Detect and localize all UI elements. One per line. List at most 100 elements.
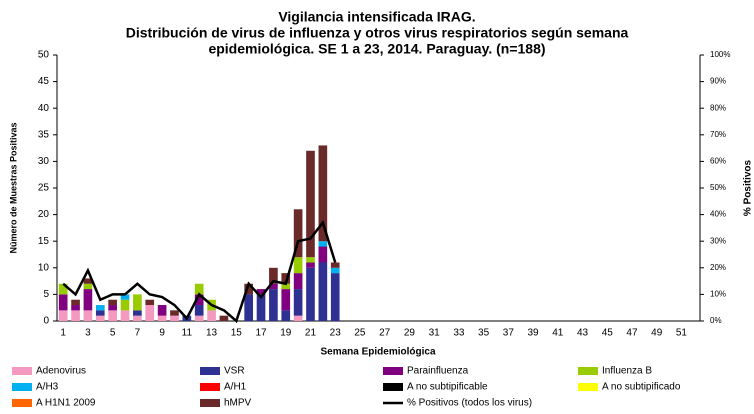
x-tick-label: 13 — [206, 328, 218, 339]
x-tick-label: 17 — [255, 328, 267, 339]
legend-swatch — [12, 367, 32, 375]
legend-swatch — [578, 383, 598, 391]
x-tick-label: 1 — [60, 328, 66, 339]
legend-label: A no subtipificado — [602, 382, 681, 393]
legend-label: Influenza B — [602, 366, 652, 377]
y-axis-title: Número de Muestras Positivas — [8, 122, 18, 253]
bar-segment — [318, 246, 328, 263]
bar-segment — [318, 262, 328, 321]
legend-swatch — [383, 367, 403, 375]
bar-segment — [330, 262, 340, 268]
bar-segment — [256, 294, 266, 321]
x-tick-label: 47 — [626, 328, 638, 339]
y2-tick-label: 20% — [710, 263, 726, 272]
bar-segment — [170, 310, 179, 316]
y-tick-label: 50 — [38, 50, 50, 61]
y-tick-label: 30 — [38, 156, 50, 167]
y-tick-label: 35 — [38, 129, 50, 140]
bar-segment — [306, 267, 315, 321]
chart-title: Vigilancia intensificada IRAG. — [278, 9, 475, 25]
legend-swatch — [12, 383, 32, 391]
bar-segment — [71, 299, 80, 306]
bar-segment — [83, 278, 93, 284]
x-tick-label: 27 — [379, 328, 391, 339]
bar-segment — [219, 315, 229, 321]
bar-segment — [194, 294, 204, 306]
bar-segment — [71, 310, 80, 321]
bar-segment — [58, 283, 68, 295]
bar-segment — [58, 294, 68, 311]
bar-segment — [330, 267, 340, 274]
bar-segment — [256, 289, 266, 295]
chart-title: epidemiológica. SE 1 a 23, 2014. Paragua… — [208, 41, 545, 57]
bar-segment — [244, 294, 253, 321]
bar-segment — [281, 283, 291, 290]
bar-segment — [170, 315, 179, 321]
x-tick-label: 7 — [135, 328, 141, 339]
legend-label: Parainfluenza — [407, 366, 469, 377]
x-tick-label: 51 — [676, 328, 688, 339]
x-tick-label: 15 — [231, 328, 243, 339]
bar-segment — [293, 315, 303, 321]
bar-segment — [108, 305, 117, 311]
chart-title: Distribución de virus de influenza y otr… — [126, 25, 629, 41]
bar-segment — [318, 145, 328, 242]
y2-tick-label: 10% — [710, 290, 726, 299]
y2-tick-label: 50% — [710, 183, 726, 192]
legend-label: % Positivos (todos los virus) — [407, 398, 532, 409]
x-tick-label: 43 — [577, 328, 589, 339]
legend-label: VSR — [224, 366, 245, 377]
bar-segment — [318, 241, 328, 247]
legend-label: A H1N1 2009 — [36, 398, 96, 409]
x-tick-label: 21 — [305, 328, 317, 339]
x-tick-label: 31 — [429, 328, 441, 339]
bar-segment — [133, 310, 142, 316]
bar-segment — [244, 283, 253, 295]
x-tick-label: 29 — [404, 328, 416, 339]
bar-segment — [157, 305, 167, 316]
y-tick-label: 0 — [43, 316, 49, 327]
line-series — [62, 219, 337, 324]
x-tick-label: 49 — [651, 328, 663, 339]
bar-segment — [293, 273, 303, 290]
bar-segment — [207, 310, 216, 321]
x-tick-label: 3 — [85, 328, 91, 339]
legend-label: hMPV — [224, 398, 252, 409]
bar-segment — [269, 267, 278, 284]
x-axis-title: Semana Epidemiológica — [320, 347, 435, 358]
bar-segment — [293, 209, 303, 258]
bar-segment — [330, 273, 340, 321]
bar-segment — [133, 294, 142, 311]
y2-tick-label: 30% — [710, 236, 726, 245]
bar-segment — [95, 305, 105, 311]
bar-segment — [95, 310, 105, 316]
y-tick-label: 20 — [38, 209, 50, 220]
x-tick-label: 25 — [354, 328, 366, 339]
x-tick-label: 33 — [453, 328, 465, 339]
y2-axis-title: % Positivos — [743, 160, 754, 217]
bar-segment — [293, 257, 303, 274]
y2-tick-label: 90% — [710, 77, 726, 86]
bar-segment — [281, 289, 291, 311]
bar-segment — [120, 310, 130, 321]
bar-segment — [58, 310, 68, 321]
legend-swatch — [578, 367, 598, 375]
bar-segment — [281, 273, 291, 284]
bar-segment — [194, 315, 204, 321]
bar-segment — [120, 294, 130, 300]
legend-swatch — [12, 399, 32, 407]
bar-segment — [120, 299, 130, 311]
bar-segment — [133, 315, 142, 321]
bar-segment — [281, 310, 291, 321]
bar-segment — [108, 310, 117, 321]
bar-segment — [71, 305, 80, 311]
bar-segment — [157, 315, 167, 321]
legend-label: A/H1 — [224, 382, 247, 393]
y-tick-label: 25 — [38, 183, 50, 194]
legend-swatch — [200, 399, 220, 407]
y-tick-label: 10 — [38, 262, 50, 273]
x-tick-label: 5 — [110, 328, 116, 339]
y-tick-label: 15 — [38, 236, 50, 247]
bar-segment — [194, 305, 204, 316]
